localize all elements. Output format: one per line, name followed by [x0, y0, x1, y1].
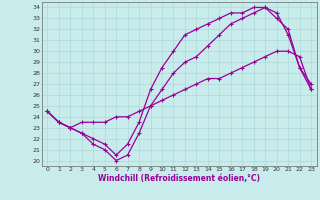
X-axis label: Windchill (Refroidissement éolien,°C): Windchill (Refroidissement éolien,°C) [98, 174, 260, 183]
